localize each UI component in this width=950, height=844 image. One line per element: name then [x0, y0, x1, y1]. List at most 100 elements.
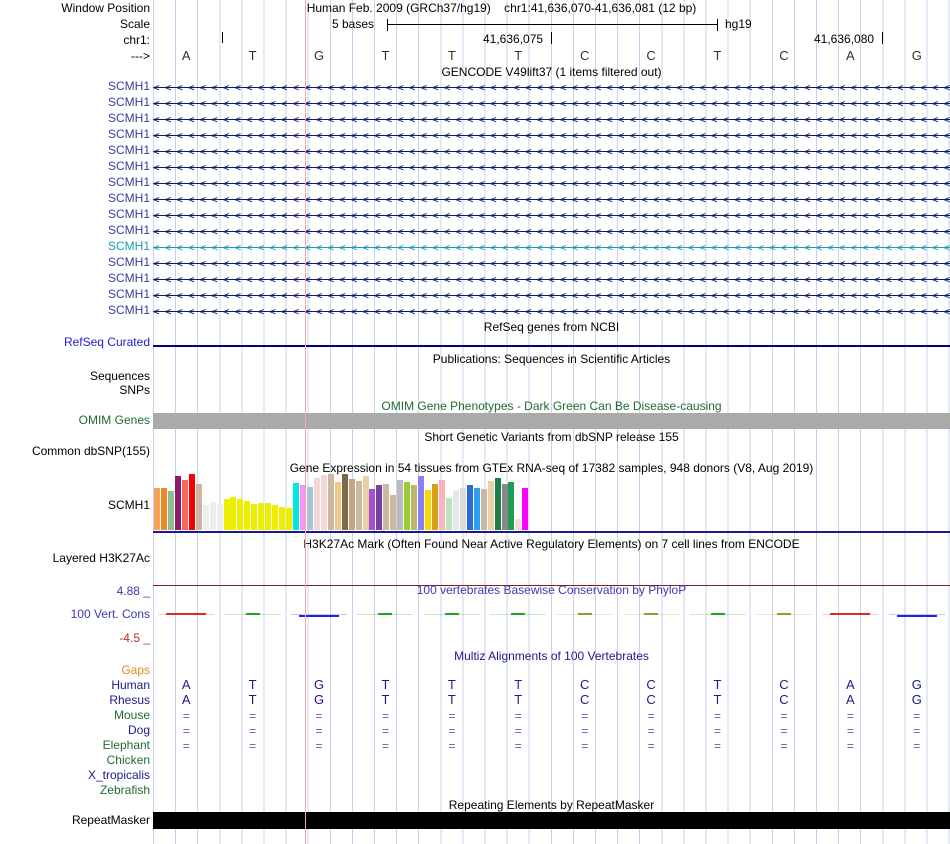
gtex-tissue-bar[interactable] — [369, 488, 376, 530]
species-label-elephant[interactable]: Elephant — [102, 738, 150, 752]
gtex-tissue-bar[interactable] — [286, 507, 293, 530]
conservation-mark[interactable] — [896, 615, 937, 617]
gtex-tissue-bar[interactable] — [425, 489, 432, 530]
species-label-chicken[interactable]: Chicken — [106, 753, 150, 767]
gtex-tissue-bar[interactable] — [473, 487, 480, 530]
gene-label-scmh1[interactable]: SCMH1 — [107, 191, 150, 205]
gtex-tissue-bar[interactable] — [258, 503, 265, 530]
gtex-tissue-bar[interactable] — [397, 479, 404, 530]
gene-row[interactable]: <<<<<<<<<<<<<<<<<<<<<<<<<<<<<<<<<<<<<<<<… — [153, 273, 950, 286]
gene-row[interactable]: <<<<<<<<<<<<<<<<<<<<<<<<<<<<<<<<<<<<<<<<… — [153, 97, 950, 110]
gtex-tissue-bar[interactable] — [494, 477, 501, 530]
label-cons-track[interactable]: 100 Vert. Cons — [70, 607, 150, 621]
gene-label-scmh1[interactable]: SCMH1 — [107, 175, 150, 189]
gene-row[interactable]: <<<<<<<<<<<<<<<<<<<<<<<<<<<<<<<<<<<<<<<<… — [153, 129, 950, 142]
gtex-tissue-bar[interactable] — [154, 487, 160, 530]
gene-label-scmh1[interactable]: SCMH1 — [107, 143, 150, 157]
gtex-tissue-bar[interactable] — [293, 483, 299, 530]
gtex-tissue-bar[interactable] — [202, 505, 209, 530]
label-repeatmasker[interactable]: RepeatMasker — [71, 813, 150, 827]
repeatmasker-bar[interactable] — [153, 812, 950, 829]
gtex-tissue-bar[interactable] — [160, 487, 167, 530]
gtex-tissue-bar[interactable] — [188, 474, 195, 530]
gtex-tissue-bar[interactable] — [265, 503, 272, 530]
gtex-tissue-bar[interactable] — [320, 475, 327, 530]
gene-row[interactable]: <<<<<<<<<<<<<<<<<<<<<<<<<<<<<<<<<<<<<<<<… — [153, 161, 950, 174]
gtex-tissue-bar[interactable] — [223, 498, 230, 530]
label-refseq-curated[interactable]: RefSeq Curated — [63, 335, 150, 349]
omim-genes-bar[interactable] — [153, 413, 950, 429]
label-layered-h3k27ac[interactable]: Layered H3K27Ac — [52, 551, 150, 565]
gtex-tissue-bar[interactable] — [487, 480, 494, 530]
gene-label-scmh1[interactable]: SCMH1 — [107, 303, 150, 317]
gene-label-scmh1[interactable]: SCMH1 — [107, 223, 150, 237]
gene-row[interactable]: <<<<<<<<<<<<<<<<<<<<<<<<<<<<<<<<<<<<<<<<… — [153, 289, 950, 302]
gtex-tissue-bar[interactable] — [216, 504, 223, 530]
species-label-human[interactable]: Human — [111, 678, 150, 692]
label-common-dbsnp[interactable]: Common dbSNP(155) — [31, 444, 150, 458]
label-sequences[interactable]: Sequences — [89, 369, 150, 383]
gtex-tissue-bar[interactable] — [376, 485, 383, 530]
gene-label-scmh1[interactable]: SCMH1 — [107, 207, 150, 221]
gene-label-scmh1[interactable]: SCMH1 — [107, 79, 150, 93]
gtex-tissue-bar[interactable] — [167, 490, 174, 530]
gtex-tissue-bar[interactable] — [404, 482, 411, 530]
gtex-tissue-bar[interactable] — [299, 485, 306, 530]
gene-label-scmh1[interactable]: SCMH1 — [107, 287, 150, 301]
gene-label-scmh1[interactable]: SCMH1 — [107, 255, 150, 269]
gene-label-scmh1[interactable]: SCMH1 — [107, 271, 150, 285]
gtex-tissue-bar[interactable] — [362, 476, 369, 530]
gene-row[interactable]: <<<<<<<<<<<<<<<<<<<<<<<<<<<<<<<<<<<<<<<<… — [153, 113, 950, 126]
gtex-tissue-bar[interactable] — [411, 485, 418, 530]
phylop-conservation-marks[interactable] — [153, 604, 950, 634]
gene-label-scmh1[interactable]: SCMH1 — [107, 111, 150, 125]
gtex-tissue-bar[interactable] — [480, 488, 487, 530]
species-label-dog[interactable]: Dog — [127, 723, 150, 737]
gtex-tissue-bar[interactable] — [209, 502, 216, 530]
gene-label-scmh1[interactable]: SCMH1 — [107, 127, 150, 141]
label-snps[interactable]: SNPs — [119, 383, 150, 397]
conservation-mark[interactable] — [776, 613, 791, 615]
label-gtex-gene[interactable]: SCMH1 — [107, 498, 150, 512]
gtex-tissue-bar[interactable] — [327, 474, 334, 530]
gene-row[interactable]: <<<<<<<<<<<<<<<<<<<<<<<<<<<<<<<<<<<<<<<<… — [153, 257, 950, 270]
gtex-tissue-bar[interactable] — [348, 478, 355, 530]
gtex-tissue-bar[interactable] — [418, 476, 425, 530]
gtex-tissue-bar[interactable] — [279, 506, 286, 530]
species-label-rhesus[interactable]: Rhesus — [109, 693, 150, 707]
conservation-mark[interactable] — [644, 613, 659, 615]
gtex-tissue-bar[interactable] — [508, 482, 515, 530]
gtex-tissue-bar[interactable] — [355, 480, 362, 530]
gtex-tissue-bar[interactable] — [181, 479, 188, 530]
browser-data-panel[interactable]: Human Feb. 2009 (GRCh37/hg19) chr1:41,63… — [153, 0, 950, 844]
gtex-tissue-bar[interactable] — [313, 477, 320, 530]
species-label-mouse[interactable]: Mouse — [113, 708, 150, 722]
gene-label-scmh1[interactable]: SCMH1 — [107, 159, 150, 173]
gene-label-scmh1[interactable]: SCMH1 — [107, 239, 150, 253]
gtex-tissue-bar[interactable] — [237, 498, 244, 530]
conservation-mark[interactable] — [830, 613, 871, 615]
conservation-mark[interactable] — [299, 615, 340, 617]
gene-row[interactable]: <<<<<<<<<<<<<<<<<<<<<<<<<<<<<<<<<<<<<<<<… — [153, 241, 950, 254]
gtex-tissue-bar[interactable] — [501, 484, 508, 530]
gtex-tissue-bar[interactable] — [230, 496, 237, 530]
gtex-tissue-bar[interactable] — [466, 485, 473, 530]
gtex-tissue-bar[interactable] — [432, 484, 438, 530]
gtex-tissue-bar[interactable] — [383, 484, 390, 530]
gtex-tissue-bar[interactable] — [251, 504, 258, 530]
gtex-tissue-bar[interactable] — [390, 495, 397, 530]
conservation-mark[interactable] — [577, 613, 592, 615]
gtex-tissue-bar[interactable] — [341, 474, 348, 530]
gene-label-scmh1[interactable]: SCMH1 — [107, 95, 150, 109]
species-label-x-tropicalis[interactable]: X_tropicalis — [87, 768, 150, 782]
gtex-tissue-bar[interactable] — [438, 479, 445, 530]
gtex-tissue-bar[interactable] — [174, 476, 181, 530]
gtex-tissue-bar[interactable] — [306, 486, 313, 530]
gene-row[interactable]: <<<<<<<<<<<<<<<<<<<<<<<<<<<<<<<<<<<<<<<<… — [153, 209, 950, 222]
species-label-zebrafish[interactable]: Zebrafish — [99, 783, 150, 797]
gene-row[interactable]: <<<<<<<<<<<<<<<<<<<<<<<<<<<<<<<<<<<<<<<<… — [153, 145, 950, 158]
gene-row[interactable]: <<<<<<<<<<<<<<<<<<<<<<<<<<<<<<<<<<<<<<<<… — [153, 193, 950, 206]
label-omim-genes[interactable]: OMIM Genes — [78, 413, 150, 427]
gtex-tissue-bar[interactable] — [515, 518, 522, 530]
refseq-track-line[interactable] — [153, 345, 950, 347]
